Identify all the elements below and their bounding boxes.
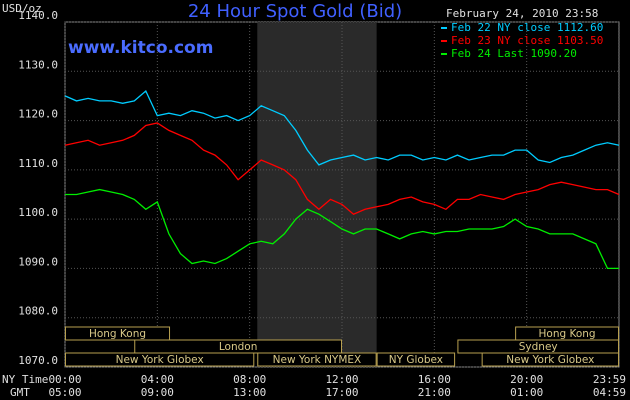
x-tick-label: 04:00 bbox=[141, 373, 174, 386]
x-tick-label: 08:00 bbox=[233, 373, 266, 386]
gmt-tick-label: 01:00 bbox=[510, 386, 543, 399]
watermark: www.kitco.com bbox=[68, 38, 213, 58]
session-label: Hong Kong bbox=[539, 328, 596, 340]
x-row-label: NY Time bbox=[2, 373, 48, 386]
y-tick-label: 1100.0 bbox=[18, 206, 58, 219]
highlight-band bbox=[257, 22, 377, 367]
gmt-tick-label: 04:59 bbox=[593, 386, 626, 399]
gmt-tick-label: 17:00 bbox=[325, 386, 358, 399]
x-tick-label: 20:00 bbox=[510, 373, 543, 386]
session-label: Hong Kong bbox=[89, 328, 146, 340]
gmt-tick-label: 09:00 bbox=[141, 386, 174, 399]
session-label: New York Globex bbox=[506, 354, 594, 366]
series-line bbox=[65, 188, 619, 270]
x-tick-label: 23:59 bbox=[593, 373, 626, 386]
x-tick-label: 12:00 bbox=[325, 373, 358, 386]
y-axis-label: USD/oz bbox=[2, 2, 42, 15]
y-tick-label: 1120.0 bbox=[18, 108, 58, 121]
session-bar bbox=[65, 326, 171, 341]
y-tick-label: 1130.0 bbox=[18, 58, 58, 71]
gmt-tick-label: 13:00 bbox=[233, 386, 266, 399]
session-label: London bbox=[219, 341, 258, 353]
x-row-label: GMT bbox=[10, 386, 30, 399]
x-tick-label: 16:00 bbox=[418, 373, 451, 386]
session-label: Sydney bbox=[519, 341, 558, 353]
gmt-tick-label: 21:00 bbox=[418, 386, 451, 399]
legend-label: Feb 24 Last 1090.20 bbox=[451, 47, 577, 60]
session-label: New York Globex bbox=[116, 354, 204, 366]
y-tick-label: 1080.0 bbox=[18, 305, 58, 318]
y-tick-label: 1070.0 bbox=[18, 354, 58, 367]
gmt-tick-label: 05:00 bbox=[48, 386, 81, 399]
session-label: New York NYMEX bbox=[273, 354, 362, 366]
session-bar bbox=[376, 352, 456, 367]
legend-label: Feb 22 NY close 1112.60 bbox=[451, 21, 603, 34]
session-bar bbox=[481, 352, 620, 367]
series-line bbox=[64, 122, 620, 215]
y-tick-label: 1110.0 bbox=[18, 157, 58, 170]
y-tick-label: 1140.0 bbox=[18, 9, 58, 22]
series-line bbox=[64, 89, 620, 166]
chart-title: 24 Hour Spot Gold (Bid) bbox=[188, 1, 402, 22]
date-label: February 24, 2010 23:58 bbox=[446, 7, 598, 20]
x-tick-label: 00:00 bbox=[48, 373, 81, 386]
session-label: NY Globex bbox=[389, 354, 443, 366]
session-bar bbox=[257, 352, 377, 367]
legend-label: Feb 23 NY close 1103.50 bbox=[451, 34, 603, 47]
y-tick-label: 1090.0 bbox=[18, 255, 58, 268]
session-bar bbox=[65, 352, 255, 367]
